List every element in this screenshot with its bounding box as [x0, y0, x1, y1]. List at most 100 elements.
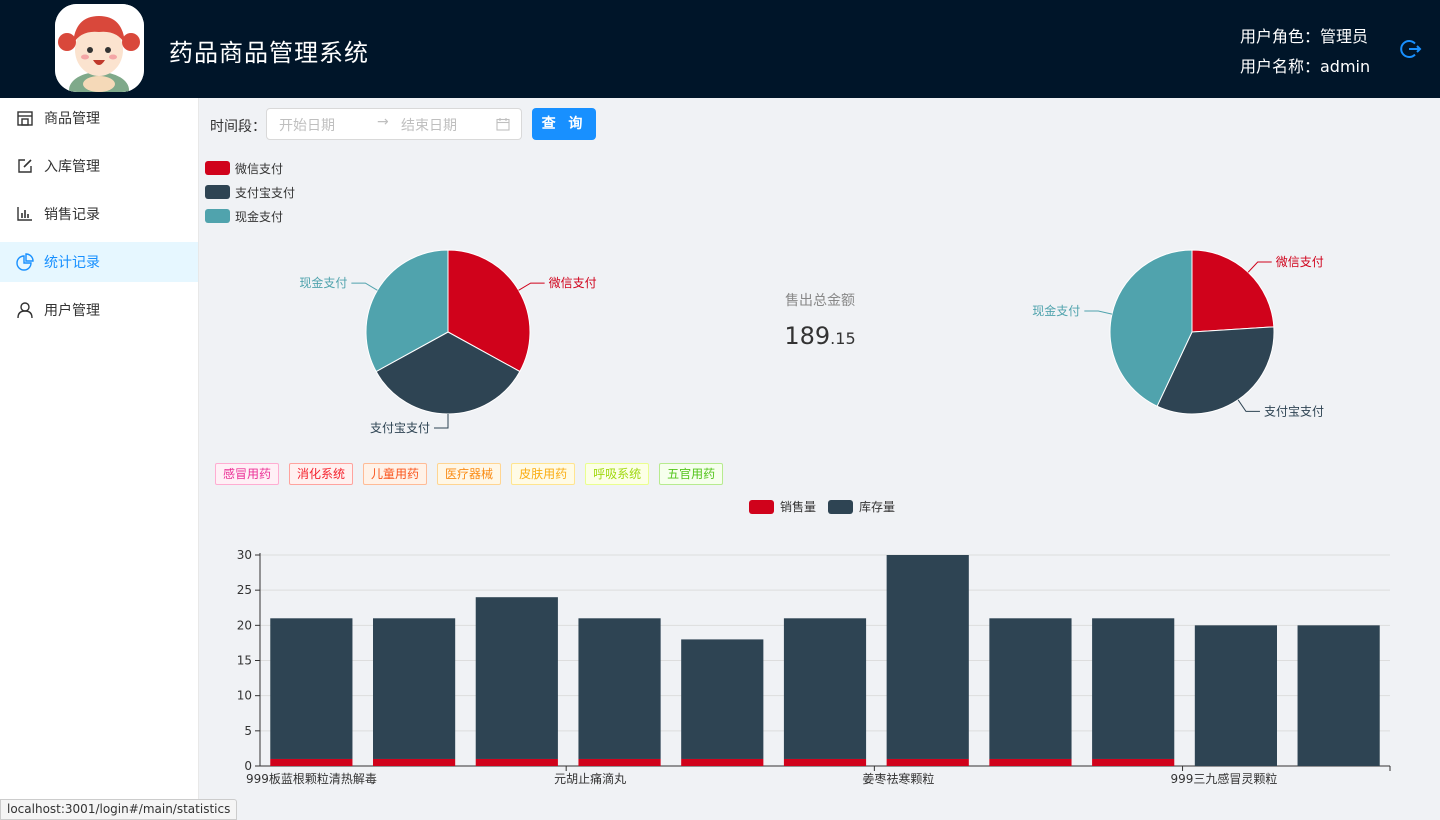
app-logo: [55, 4, 144, 92]
query-button[interactable]: 查 询: [532, 108, 596, 140]
legend-item-wechat[interactable]: 微信支付: [205, 156, 295, 180]
pie-slice-label: 现金支付: [299, 275, 347, 290]
y-tick-label: 20: [237, 618, 252, 632]
sidebar-item-statistics[interactable]: 统计记录: [0, 242, 198, 282]
avatar-illustration: [55, 4, 144, 92]
sidebar-item-label: 统计记录: [44, 255, 100, 271]
legend-label: 库存量: [859, 500, 896, 514]
pie-slice[interactable]: [375, 331, 521, 415]
pie-label-line: [351, 282, 378, 291]
pie-slice-label: 微信支付: [549, 276, 597, 290]
pie-slice-label: 微信支付: [1276, 255, 1324, 269]
bar-stock[interactable]: [1297, 625, 1380, 766]
category-tags: 感冒用药 消化系统 儿童用药 医疗器械 皮肤用药 呼吸系统 五官用药: [215, 463, 733, 485]
pie-label-line: [1084, 310, 1113, 315]
category-tag[interactable]: 感冒用药: [215, 463, 280, 485]
bar-stock[interactable]: [886, 555, 969, 759]
sidebar-item-users[interactable]: 用户管理: [0, 290, 198, 330]
pie-slice[interactable]: [447, 249, 531, 373]
bar-stock[interactable]: [373, 618, 456, 759]
legend-swatch: [828, 499, 854, 514]
legend-label: 支付宝支付: [235, 185, 296, 200]
category-tag[interactable]: 医疗器械: [437, 463, 502, 485]
bar-sales[interactable]: [1092, 758, 1175, 766]
legend-swatch: [749, 499, 774, 514]
calendar-icon: [496, 118, 510, 131]
pie-slice-label: 现金支付: [1032, 303, 1080, 318]
legend-item-cash[interactable]: 现金支付: [205, 204, 295, 228]
date-range-picker[interactable]: 开始日期 → 结束日期: [266, 108, 522, 140]
user-role: 用户角色：管理员: [1240, 27, 1369, 46]
sidebar: 商品管理 入库管理 销售记录 统计记录 用户管理: [0, 98, 199, 820]
y-tick-label: 10: [237, 689, 252, 703]
legend-label: 销售量: [780, 500, 817, 514]
pie-chart-icon: [16, 253, 34, 271]
legend-label: 微信支付: [235, 161, 284, 176]
browser-status-bar: localhost:3001/login#/main/statistics: [0, 799, 238, 820]
sidebar-item-products[interactable]: 商品管理: [0, 98, 198, 138]
category-tag[interactable]: 儿童用药: [363, 463, 428, 485]
x-tick-label: 姜枣祛寒颗粒: [862, 771, 934, 786]
user-info: 用户角色：管理员 用户名称：admin: [1240, 22, 1370, 82]
sidebar-item-label: 入库管理: [44, 159, 100, 175]
pie-label-line: [518, 282, 545, 291]
pie-label-line: [1237, 399, 1260, 412]
pie-slice[interactable]: [1191, 249, 1275, 333]
bar-sales[interactable]: [989, 758, 1072, 766]
total-sales-decimal: .15: [830, 329, 856, 348]
total-sales-integer: 189: [784, 322, 831, 350]
sidebar-item-label: 用户管理: [44, 303, 100, 319]
bar-stock[interactable]: [989, 618, 1072, 759]
legend-swatch: [205, 161, 230, 175]
legend-item-stock[interactable]: 库存量: [828, 498, 895, 515]
app-header: 药品商品管理系统 用户角色：管理员 用户名称：admin: [0, 0, 1440, 98]
total-sales: 售出总金额 189.15: [760, 290, 880, 350]
bar-sales[interactable]: [783, 758, 867, 766]
bar-stock[interactable]: [270, 618, 353, 759]
legend-swatch: [205, 209, 230, 223]
bar-sales[interactable]: [373, 758, 456, 766]
bar-stock[interactable]: [681, 639, 764, 759]
edit-icon: [18, 159, 32, 173]
category-tag[interactable]: 五官用药: [659, 463, 724, 485]
main-content: 时间段： 开始日期 → 结束日期 查 询 微信支付 支付宝支付 现金支付 微信支…: [200, 98, 1440, 820]
category-tag[interactable]: 呼吸系统: [585, 463, 650, 485]
legend-label: 现金支付: [235, 209, 284, 224]
pie-slice[interactable]: [365, 249, 449, 373]
x-tick-label: 999板蓝根颗粒清热解毒: [246, 771, 377, 786]
sidebar-item-sales[interactable]: 销售记录: [0, 194, 198, 234]
sidebar-item-stock-in[interactable]: 入库管理: [0, 146, 198, 186]
legend-item-alipay[interactable]: 支付宝支付: [205, 180, 295, 204]
total-sales-value: 189.15: [760, 322, 880, 350]
user-icon: [17, 302, 33, 319]
pie-label-line: [1247, 261, 1272, 273]
pie-slice[interactable]: [1156, 326, 1275, 415]
category-tag[interactable]: 消化系统: [289, 463, 354, 485]
y-tick-label: 25: [237, 583, 252, 597]
pie-slice-label: 支付宝支付: [1264, 404, 1324, 418]
sidebar-item-label: 商品管理: [44, 111, 100, 127]
legend-swatch: [205, 185, 230, 199]
bar-sales[interactable]: [578, 758, 661, 766]
bar-stock[interactable]: [475, 597, 558, 759]
y-tick-label: 30: [237, 548, 252, 562]
time-range-label: 时间段：: [210, 119, 266, 135]
legend-item-sales[interactable]: 销售量: [749, 498, 816, 515]
bar-stock[interactable]: [578, 618, 661, 759]
bar-sales[interactable]: [681, 758, 764, 766]
logout-icon[interactable]: [1400, 38, 1422, 60]
start-date-input[interactable]: 开始日期: [279, 118, 335, 134]
bar-sales[interactable]: [475, 758, 558, 766]
pie-slice-label: 支付宝支付: [370, 421, 430, 435]
bar-sales[interactable]: [886, 758, 969, 766]
bar-stock[interactable]: [783, 618, 867, 759]
bar-stock[interactable]: [1092, 618, 1175, 759]
bar-stock[interactable]: [1194, 625, 1277, 766]
end-date-input[interactable]: 结束日期: [401, 118, 457, 134]
sidebar-item-label: 销售记录: [44, 207, 100, 223]
bar-chart-icon: [17, 207, 32, 221]
category-tag[interactable]: 皮肤用药: [511, 463, 576, 485]
range-arrow-icon: →: [377, 114, 389, 130]
bar-sales[interactable]: [270, 758, 353, 766]
